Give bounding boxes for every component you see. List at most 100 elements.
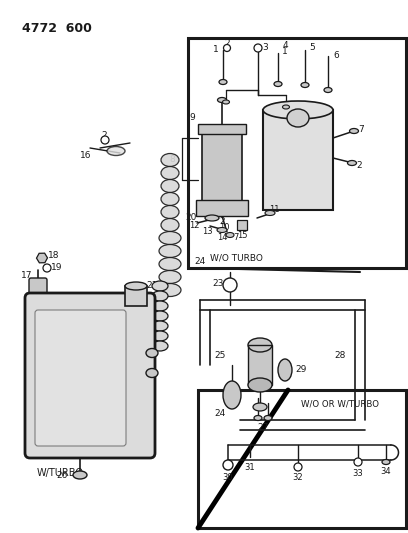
Ellipse shape [107,147,125,156]
Ellipse shape [159,284,181,296]
Ellipse shape [301,83,309,87]
Ellipse shape [254,416,262,421]
Ellipse shape [350,128,359,133]
Text: W/O TURBO: W/O TURBO [210,254,263,262]
Text: 30: 30 [223,472,233,481]
Text: 21: 21 [146,280,158,289]
Text: 19: 19 [51,262,63,271]
Ellipse shape [223,381,241,409]
Ellipse shape [382,459,390,464]
Text: 28: 28 [334,351,346,359]
Ellipse shape [152,291,168,301]
Text: 33: 33 [353,469,364,478]
Circle shape [223,278,237,292]
Ellipse shape [248,338,272,352]
Bar [188,38,406,268]
Ellipse shape [152,301,168,311]
Ellipse shape [226,232,234,238]
Text: 20: 20 [185,214,196,222]
Bar [248,345,272,385]
Bar [196,200,248,216]
Circle shape [43,264,51,272]
Ellipse shape [287,109,309,127]
Ellipse shape [161,154,179,166]
Text: W/O OR W/TURBO: W/O OR W/TURBO [301,400,379,408]
Text: 1: 1 [213,45,219,54]
Ellipse shape [161,219,179,231]
Ellipse shape [152,331,168,341]
Text: 32: 32 [293,473,303,482]
Ellipse shape [253,403,267,411]
Ellipse shape [152,321,168,331]
Text: 15: 15 [237,231,247,240]
Text: 2: 2 [219,217,225,227]
Circle shape [224,44,231,52]
Text: 9: 9 [189,114,195,123]
Text: 31: 31 [245,463,255,472]
Ellipse shape [161,180,179,192]
Text: 16: 16 [80,151,92,160]
Text: 2: 2 [356,160,362,169]
Text: 12: 12 [189,222,199,230]
Text: 11: 11 [269,206,279,214]
Ellipse shape [265,211,275,215]
Ellipse shape [282,105,290,109]
Text: 18: 18 [48,251,60,260]
Text: W/TURBO: W/TURBO [36,468,84,478]
Circle shape [354,458,362,466]
Circle shape [101,136,109,144]
Ellipse shape [73,471,87,479]
Ellipse shape [264,416,272,421]
Text: 22: 22 [137,294,148,303]
Text: 4: 4 [282,42,288,51]
Text: 6: 6 [333,52,339,61]
FancyBboxPatch shape [25,293,155,458]
Ellipse shape [217,228,227,232]
Text: 25: 25 [214,351,226,359]
Ellipse shape [348,160,357,166]
Text: 24: 24 [214,408,226,417]
Bar [202,130,242,210]
Text: 17: 17 [21,271,33,279]
Ellipse shape [146,368,158,377]
Text: 3: 3 [262,44,268,52]
Ellipse shape [222,100,229,104]
Bar [263,110,333,210]
Ellipse shape [248,378,272,392]
Ellipse shape [152,311,168,321]
Ellipse shape [159,257,181,271]
Text: 7: 7 [233,233,239,243]
Ellipse shape [161,206,179,219]
Text: 10: 10 [219,223,229,232]
Text: 29: 29 [295,366,307,375]
Ellipse shape [219,79,227,85]
Text: 1: 1 [282,46,288,55]
Ellipse shape [159,245,181,257]
Text: 24: 24 [194,257,206,266]
Ellipse shape [159,271,181,284]
Bar [198,390,406,528]
Text: 34: 34 [381,467,391,477]
Bar [248,345,272,385]
Ellipse shape [161,166,179,180]
Text: 2: 2 [224,38,230,47]
Ellipse shape [152,341,168,351]
Ellipse shape [324,87,332,93]
Text: 26: 26 [56,471,68,480]
Bar [198,124,246,134]
Ellipse shape [217,98,226,102]
Ellipse shape [263,101,333,119]
FancyBboxPatch shape [35,310,126,446]
Text: 14: 14 [217,233,227,243]
FancyBboxPatch shape [29,278,47,310]
Ellipse shape [278,359,292,381]
Text: 2: 2 [101,132,107,141]
Text: 7: 7 [358,125,364,133]
Ellipse shape [274,82,282,86]
Ellipse shape [146,349,158,358]
Text: 13: 13 [202,228,212,237]
Ellipse shape [125,282,147,290]
Circle shape [294,463,302,471]
Bar [237,220,247,230]
Text: 5: 5 [309,44,315,52]
